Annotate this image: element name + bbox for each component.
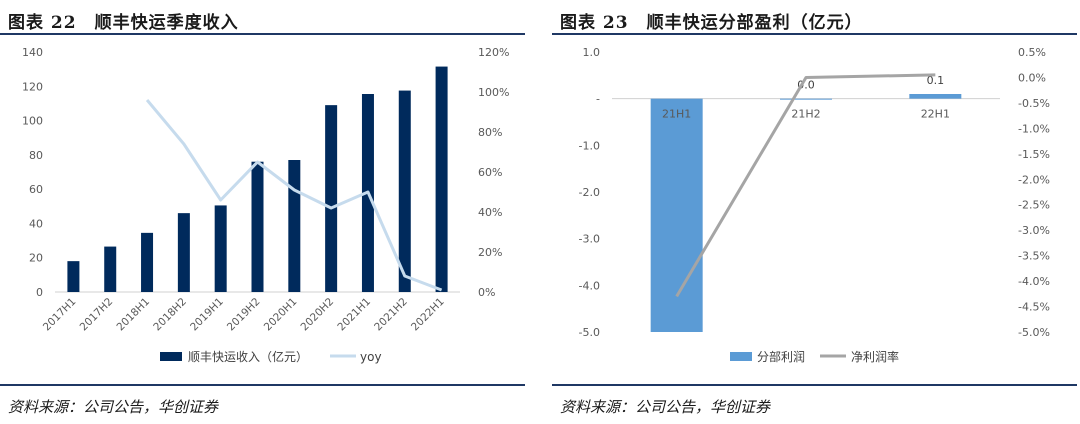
y-left-tick-label: -4.0 <box>579 279 600 292</box>
x-tick-label: 2021H1 <box>335 296 373 334</box>
y-left-tick-label: -2.0 <box>579 186 600 199</box>
footer-rule <box>552 384 1077 386</box>
legend-swatch-profit <box>730 352 752 361</box>
title-rule <box>552 33 1077 35</box>
y-left-tick-label: 120 <box>22 80 43 93</box>
y-right-tick-label: 0% <box>478 286 495 299</box>
y-right-tick-label: 20% <box>478 246 502 259</box>
revenue-bar <box>325 105 338 293</box>
y-right-tick-label: 80% <box>478 126 502 139</box>
y-right-tick-label: -2.5% <box>1018 199 1050 212</box>
x-tick-label: 2018H2 <box>151 296 189 334</box>
x-tick-label: 2018H1 <box>114 296 152 334</box>
legend-label-revenue: 顺丰快运收入（亿元） <box>188 349 308 364</box>
revenue-bar <box>435 66 448 292</box>
y-right-tick-label: -2.0% <box>1018 173 1050 186</box>
y-left-tick-label: 80 <box>29 149 43 162</box>
y-left-tick-label: 40 <box>29 217 43 230</box>
y-left-tick-label: 1.0 <box>583 46 601 59</box>
legend-label-yoy: yoy <box>360 350 382 364</box>
y-right-tick-label: 60% <box>478 166 502 179</box>
profit-chart-panel: 图表 23 顺丰快运分部盈利（亿元） -5.0 -4.0 -3.0 -2.0 -1.0-… <box>552 0 1077 424</box>
x-tick-label: 2020H1 <box>262 296 300 334</box>
y-right-tick-label: 0.5% <box>1018 46 1046 59</box>
y-left-tick-label: 100 <box>22 115 43 128</box>
x-tick-label: 21H2 <box>791 108 820 121</box>
profit-bar <box>650 98 703 332</box>
y-left-tick-label: 60 <box>29 183 43 196</box>
net-margin-line <box>675 73 936 298</box>
revenue-bar <box>251 161 264 292</box>
chart-title: 图表 23 顺丰快运分部盈利（亿元） <box>560 13 863 33</box>
legend-swatch-revenue <box>160 352 182 361</box>
y-right-tick-label: -3.5% <box>1018 250 1050 263</box>
x-tick-label: 22H1 <box>921 108 950 121</box>
revenue-bar <box>141 232 154 292</box>
x-tick-label: 2019H1 <box>188 296 226 334</box>
y-right-tick-label: -4.5% <box>1018 301 1050 314</box>
source-note: 资料来源：公司公告，华创证券 <box>560 398 771 416</box>
x-tick-label: 21H1 <box>662 108 691 121</box>
y-right-tick-label: 100% <box>478 86 509 99</box>
x-tick-label: 2019H2 <box>225 296 263 334</box>
footer-rule <box>0 384 525 386</box>
profit-bar <box>909 94 962 99</box>
revenue-bar <box>398 90 411 292</box>
x-tick-label: 2017H2 <box>78 296 116 334</box>
y-left-tick-label: -5.0 <box>579 326 600 339</box>
legend-label-profit: 分部利润 <box>757 349 805 364</box>
y-left-tick-label: 140 <box>22 46 43 59</box>
y-right-tick-label: -1.0% <box>1018 122 1050 135</box>
y-left-tick-label: -1.0 <box>579 139 600 152</box>
profit-chart: -5.0-4.0-3.0-2.0-1.0-1.0-5.0%-4.5%-4.0%-… <box>579 46 1050 364</box>
revenue-bar <box>288 160 301 292</box>
y-right-tick-label: -3.0% <box>1018 224 1050 237</box>
y-right-tick-label: -0.5% <box>1018 97 1050 110</box>
revenue-bar <box>67 261 80 292</box>
revenue-chart: 0 20 40 60 80 100 120 140 0% 20% 40% 60% 80% 100% 120%… <box>22 46 509 364</box>
x-tick-label: 2022H1 <box>409 296 447 334</box>
profit-bar <box>780 98 832 100</box>
y-left-tick-label: -3.0 <box>579 233 600 246</box>
y-right-tick-label: 40% <box>478 206 502 219</box>
chart-title: 图表 22 顺丰快运季度收入 <box>8 13 239 33</box>
yoy-line <box>145 99 443 292</box>
y-right-tick-label: -4.0% <box>1018 275 1050 288</box>
title-rule <box>0 33 525 35</box>
y-right-tick-label: 120% <box>478 46 509 59</box>
legend-label-margin: 净利润率 <box>851 349 899 364</box>
revenue-bar <box>177 213 190 292</box>
x-tick-label: 2021H2 <box>372 296 410 334</box>
y-right-tick-label: -1.5% <box>1018 148 1050 161</box>
profit-data-label: 0.1 <box>927 74 945 87</box>
revenue-chart-panel: 图表 22 顺丰快运季度收入 0 20 40 60 80 100 120 140 0% 20% 40… <box>0 0 525 424</box>
x-tick-label: 2017H1 <box>41 296 79 334</box>
revenue-bar <box>104 246 117 292</box>
y-left-tick-label: - <box>596 93 600 106</box>
x-tick-label: 2020H2 <box>299 296 337 334</box>
y-left-tick-label: 0 <box>36 286 43 299</box>
y-right-tick-label: -5.0% <box>1018 326 1050 339</box>
y-left-tick-label: 20 <box>29 252 43 265</box>
revenue-bar <box>214 205 227 292</box>
source-note: 资料来源：公司公告，华创证券 <box>8 398 219 416</box>
y-right-tick-label: 0.0% <box>1018 71 1046 84</box>
